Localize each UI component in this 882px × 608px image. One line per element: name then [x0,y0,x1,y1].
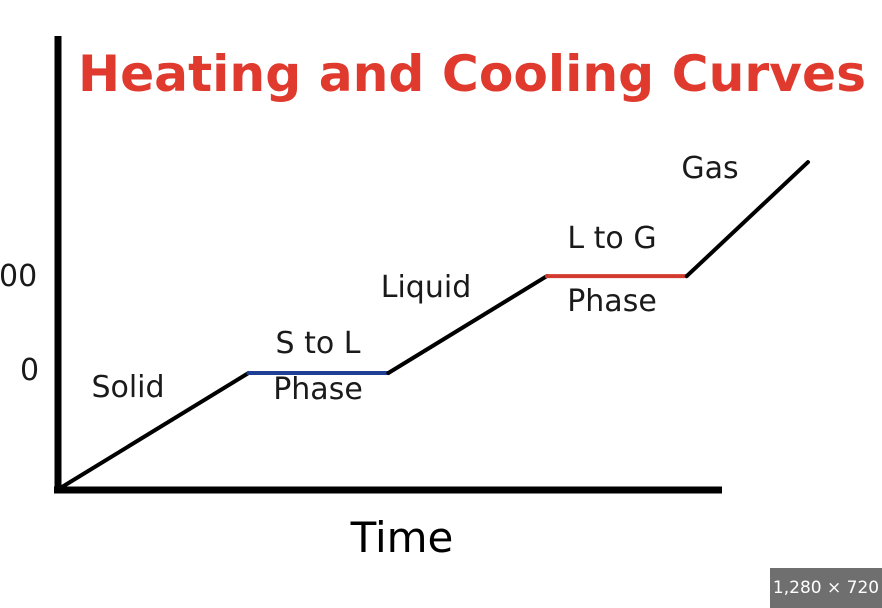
curve-segment-solid [60,371,251,489]
label-solid: Solid [91,370,164,405]
curve-segments [60,160,810,489]
curve-segment-gas [684,160,810,279]
y-tick-label-upper: 00 [0,259,37,294]
label-l-to-g: L to G [567,221,656,256]
label-s-to-l-phase: Phase [273,372,363,407]
chart-title: Heating and Cooling Curves [78,45,866,103]
curve-segment-liquid [386,274,549,375]
x-axis-label: Time [350,513,454,562]
label-l-to-g-phase: Phase [567,284,657,319]
y-tick-label-lower: 0 [20,353,39,388]
label-s-to-l: S to L [276,326,361,361]
label-liquid: Liquid [381,270,471,305]
image-size-badge: 1,280 × 720 [770,568,882,608]
label-gas: Gas [681,151,738,186]
